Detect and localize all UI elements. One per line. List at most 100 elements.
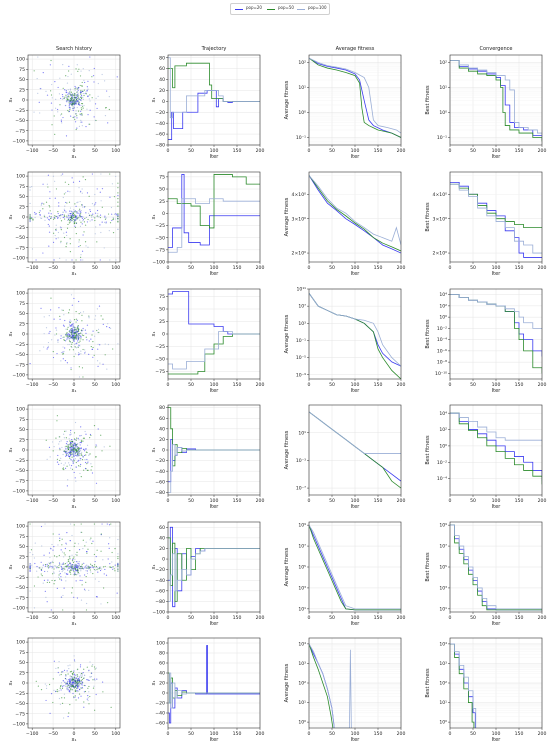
scatter-point	[60, 120, 63, 123]
scatter-point	[46, 601, 48, 603]
scatter-point	[73, 659, 76, 661]
scatter-point	[52, 175, 55, 177]
tick-label-y: 3×10⁰	[292, 216, 307, 222]
scatter-point	[83, 221, 86, 223]
scatter-point	[74, 116, 76, 118]
scatter-point	[58, 690, 60, 692]
scatter-point	[81, 103, 84, 105]
scatter-point	[75, 259, 77, 261]
scatter-point	[74, 92, 76, 95]
tick-label-y: 40	[159, 535, 165, 541]
scatter-point	[70, 449, 72, 451]
tick-label-y: 60	[159, 416, 165, 422]
tick-label-x: 200	[397, 382, 406, 388]
scatter-point	[69, 343, 71, 346]
tick-label-x: 200	[538, 382, 547, 388]
scatter-point	[94, 578, 96, 580]
scatter-point	[101, 221, 103, 223]
scatter-point	[67, 454, 70, 456]
scatter-point	[80, 687, 82, 689]
scatter-point	[94, 119, 96, 122]
scatter-point	[33, 607, 36, 609]
scatter-point	[51, 579, 53, 582]
scatter-point	[66, 685, 68, 687]
scatter-point	[92, 341, 94, 343]
scatter-point	[46, 183, 48, 185]
tick-label-x: 0	[308, 615, 311, 621]
y-axis-label: x₂	[8, 215, 14, 220]
scatter-point	[82, 105, 84, 108]
scatter-point	[77, 569, 79, 571]
scatter-point	[74, 216, 77, 219]
tick-label-x: 100	[111, 382, 120, 388]
scatter-point	[78, 561, 81, 563]
scatter-point	[108, 230, 110, 232]
scatter-point	[64, 462, 66, 464]
scatter-point	[81, 367, 84, 369]
scatter-point	[52, 351, 54, 353]
scatter-point	[65, 445, 67, 447]
scatter-point	[87, 114, 89, 116]
y-axis-label: x₂	[8, 332, 14, 337]
scatter-point	[60, 440, 62, 442]
scatter-point	[112, 232, 115, 234]
scatter-point	[73, 567, 75, 570]
scatter-point	[101, 206, 103, 208]
scatter-point	[60, 227, 62, 229]
scatter-point	[49, 712, 51, 714]
scatter-point	[68, 214, 70, 217]
scatter-point	[56, 415, 58, 417]
grid	[449, 289, 543, 379]
scatter-point	[85, 451, 87, 453]
scatter-point	[117, 187, 119, 189]
tick-label-x: 200	[256, 615, 265, 621]
scatter-point	[101, 568, 103, 570]
tick-label-x: 150	[515, 265, 524, 271]
scatter-point	[80, 110, 82, 112]
tick-label-y: −75	[15, 362, 25, 368]
tick-label-y: 80	[159, 651, 165, 657]
scatter-point	[74, 337, 76, 339]
scatter-point	[94, 566, 96, 569]
tick-label-x: 100	[351, 382, 360, 388]
scatter-point	[71, 560, 74, 562]
scatter-point	[58, 205, 60, 207]
tick-label-x: 50	[188, 148, 194, 154]
scatter-point	[67, 98, 69, 100]
scatter-point	[90, 345, 92, 348]
scatter-point	[70, 95, 72, 97]
scatter-point	[63, 587, 65, 589]
scatter-point	[76, 443, 79, 445]
scatter-point	[66, 670, 68, 672]
scatter-point	[65, 100, 68, 102]
scatter-point	[65, 580, 67, 582]
scatter-point	[72, 96, 74, 98]
tick-label-y: 10⁵	[298, 565, 306, 571]
scatter-point	[114, 570, 116, 572]
scatter-point	[71, 689, 73, 691]
tick-label-y: 10⁻⁹	[296, 372, 306, 378]
scatter-point	[33, 585, 36, 587]
scatter-point	[71, 343, 73, 345]
scatter-point	[59, 564, 61, 566]
scatter-point	[76, 437, 78, 439]
scatter-point	[70, 670, 73, 672]
scatter-point	[72, 557, 74, 559]
scatter-point	[76, 689, 78, 692]
tick-label-y: −25	[15, 342, 25, 348]
scatter-point	[76, 331, 78, 333]
scatter-point	[41, 217, 43, 220]
scatter-point	[91, 566, 93, 568]
scatter-point	[72, 685, 74, 687]
scatter-point	[76, 64, 78, 66]
scatter-point	[39, 350, 41, 352]
scatter-point	[74, 442, 76, 444]
scatter-point	[74, 682, 76, 684]
scatter-point	[69, 557, 71, 559]
scatter-point	[86, 463, 88, 465]
scatter-point	[70, 452, 72, 454]
scatter-point	[73, 680, 76, 682]
scatter-point	[35, 680, 37, 682]
